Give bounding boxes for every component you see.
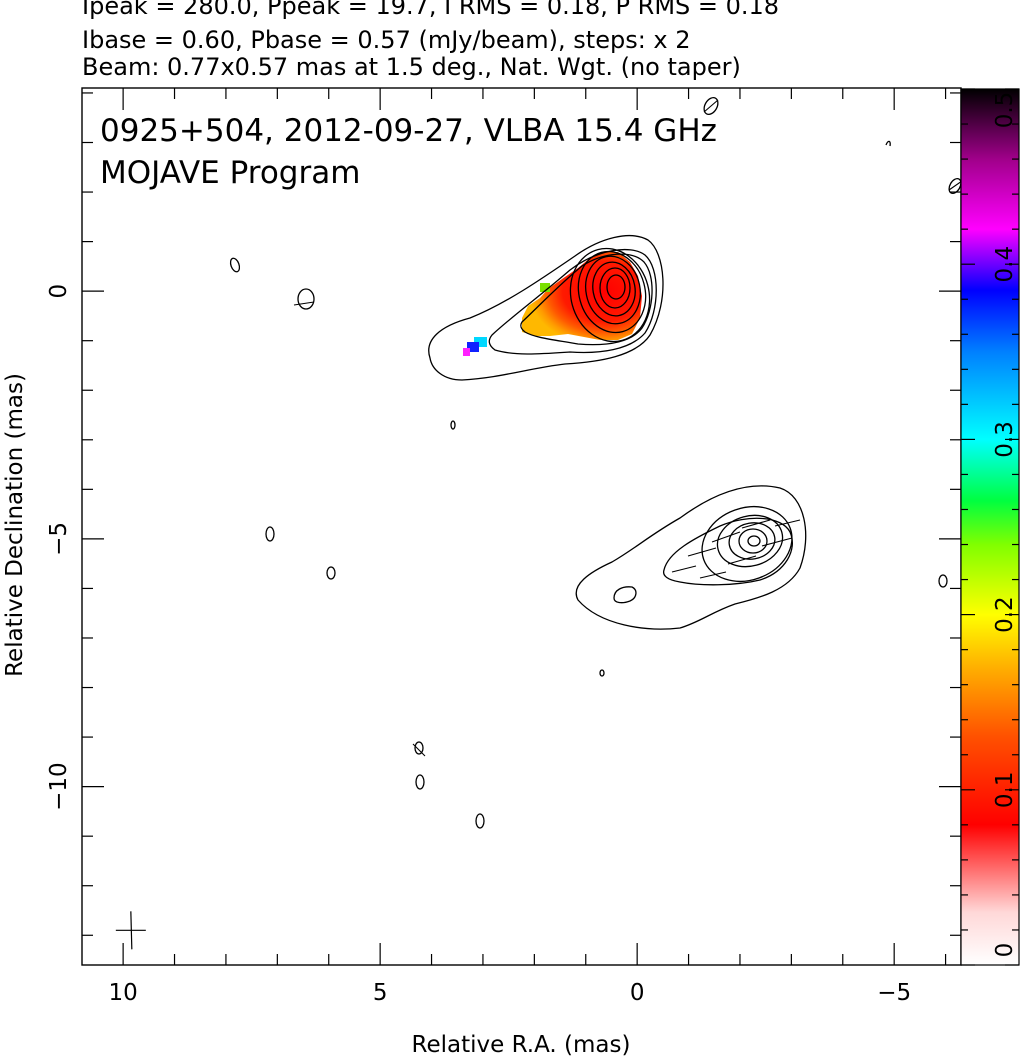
colorbar <box>960 88 1020 966</box>
contour-knot-4 <box>716 514 784 568</box>
x-tick-label: −5 <box>877 980 911 1006</box>
contour-knot-6 <box>738 528 768 554</box>
colorbar-tick-label: 0.4 <box>992 246 1018 283</box>
x-tick-label: 0 <box>630 980 645 1006</box>
y-tick-label: −5 <box>46 522 72 556</box>
noise-contour <box>938 574 948 588</box>
colorbar-tick-labels: 0 0.1 0.2 0.3 0.4 0.5 <box>992 92 1018 958</box>
contour-core-2 <box>488 248 657 355</box>
colorbar-tick-label: 0.5 <box>992 92 1018 129</box>
evpa-tick <box>774 519 801 527</box>
evpa-tick <box>671 565 697 573</box>
contour-core-3 <box>520 253 653 346</box>
colorbar-tick-label: 0.2 <box>992 596 1018 633</box>
noise-contour <box>475 813 485 829</box>
contour-knot-1 <box>575 485 807 630</box>
contour-knot-7 <box>747 535 761 547</box>
contour-core-7 <box>592 261 636 317</box>
header-line-ibase: Ibase = 0.60, Pbase = 0.57 (mJy/beam), s… <box>82 26 691 54</box>
noise-contour <box>414 741 424 755</box>
contour-core-4 <box>569 247 651 343</box>
y-tick-label: −10 <box>46 762 72 811</box>
axis-ticks <box>82 88 961 965</box>
noise-contour <box>229 257 241 273</box>
x-tick-label: 10 <box>108 980 137 1006</box>
polarization-patch-core <box>522 252 642 340</box>
evpa-tick <box>761 537 793 547</box>
chart-subtitle: MOJAVE Program <box>100 155 360 191</box>
polarization-map <box>463 252 642 356</box>
colorbar-tick-label: 0.3 <box>992 421 1018 458</box>
contour-knot-3 <box>662 517 793 586</box>
evpa-tick <box>741 519 771 529</box>
noise-contour <box>450 420 456 430</box>
colorbar-tick-label: 0 <box>992 943 1018 958</box>
polarization-pixel-cyan <box>474 337 487 347</box>
noise-contour <box>703 96 719 116</box>
contour-core-8 <box>599 267 631 309</box>
contour-knot-5 <box>728 522 776 560</box>
contour-core-1 <box>428 234 664 381</box>
evpa-vectors <box>671 519 801 579</box>
beam-cross <box>115 911 146 950</box>
noise-contour <box>415 774 425 790</box>
evpa-tick <box>727 555 757 565</box>
noise-contour <box>885 140 891 147</box>
total-intensity-contours-knot <box>575 485 807 630</box>
contour-core-5 <box>577 250 647 334</box>
axis-tick-labels: 10 5 0 −5 0 −5 −10 <box>46 284 911 1006</box>
y-axis-label: Relative Declination (mas) <box>2 373 28 677</box>
evpa-tick <box>412 743 426 757</box>
chart-title: 0925+504, 2012-09-27, VLBA 15.4 GHz <box>100 113 717 149</box>
noise-contours <box>229 96 961 829</box>
polarization-pixel-blue <box>467 342 479 352</box>
contour-knot-2 <box>701 506 793 582</box>
evpa-tick <box>948 181 961 191</box>
noise-contour <box>599 669 605 677</box>
noise-contour <box>326 566 336 580</box>
header-line-ipeak: Ipeak = 280.0, Ppeak = 19.7, I RMS = 0.1… <box>82 0 780 20</box>
y-tick-label: 0 <box>46 284 72 299</box>
contour-core-6 <box>585 255 641 325</box>
evpa-tick <box>687 547 717 557</box>
contour-knot-hole <box>613 586 637 604</box>
evpa-tick <box>711 531 741 543</box>
x-axis-label: Relative R.A. (mas) <box>412 1032 631 1058</box>
beam-major-axis <box>130 911 133 950</box>
noise-contour <box>265 526 275 542</box>
total-intensity-contours-core <box>428 234 664 381</box>
noise-contour <box>297 288 315 310</box>
polarization-pixel-magenta <box>463 348 470 356</box>
evpa-tick <box>703 99 719 113</box>
contour-core-9 <box>606 274 626 300</box>
evpa-tick <box>699 571 727 579</box>
evpa-tick <box>293 301 315 306</box>
header-line-beam: Beam: 0.77x0.57 mas at 1.5 deg., Nat. Wg… <box>82 53 741 81</box>
colorbar-tick-label: 0.1 <box>992 772 1018 809</box>
polarization-pixel-green <box>540 283 550 292</box>
plot-frame <box>81 87 962 966</box>
colorbar-ticks <box>961 88 1019 966</box>
noise-contour <box>948 177 961 195</box>
x-tick-label: 5 <box>373 980 388 1006</box>
